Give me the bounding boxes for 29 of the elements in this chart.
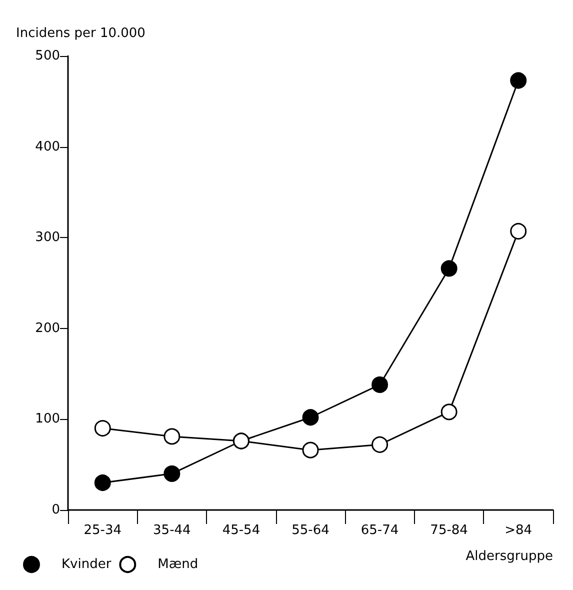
point: [440, 404, 458, 420]
y-tick-label: 500: [35, 48, 60, 64]
x-tick-label: >84: [504, 523, 532, 538]
point: [164, 465, 180, 482]
y-tick-label: 200: [35, 320, 60, 336]
point: [510, 222, 527, 240]
point: [372, 376, 388, 393]
x-tick-label: 65-74: [360, 523, 399, 538]
y-tick-label: 0: [52, 502, 60, 518]
point: [302, 409, 319, 426]
y-axis-title: Incidens per 10.000: [16, 26, 146, 41]
x-tick-label: 25-34: [84, 523, 122, 538]
point: [94, 420, 111, 437]
point: [440, 260, 458, 277]
point: [302, 442, 319, 458]
x-axis-title: Aldersgruppe: [466, 549, 553, 564]
point: [510, 72, 527, 89]
x-tick-label: 35-44: [153, 523, 191, 538]
legend-label: Mænd: [158, 557, 198, 572]
x-tick-label: 45-54: [222, 523, 260, 538]
legend-label: Kvinder: [62, 557, 112, 572]
y-tick-label: 300: [35, 230, 60, 246]
x-tick-label: 55-64: [292, 523, 330, 538]
point: [94, 474, 111, 492]
point: [164, 428, 180, 445]
y-tick-label: 400: [35, 139, 60, 154]
point: [372, 436, 388, 453]
x-tick-label: 75-84: [430, 523, 468, 538]
y-tick-label: 100: [35, 412, 60, 427]
